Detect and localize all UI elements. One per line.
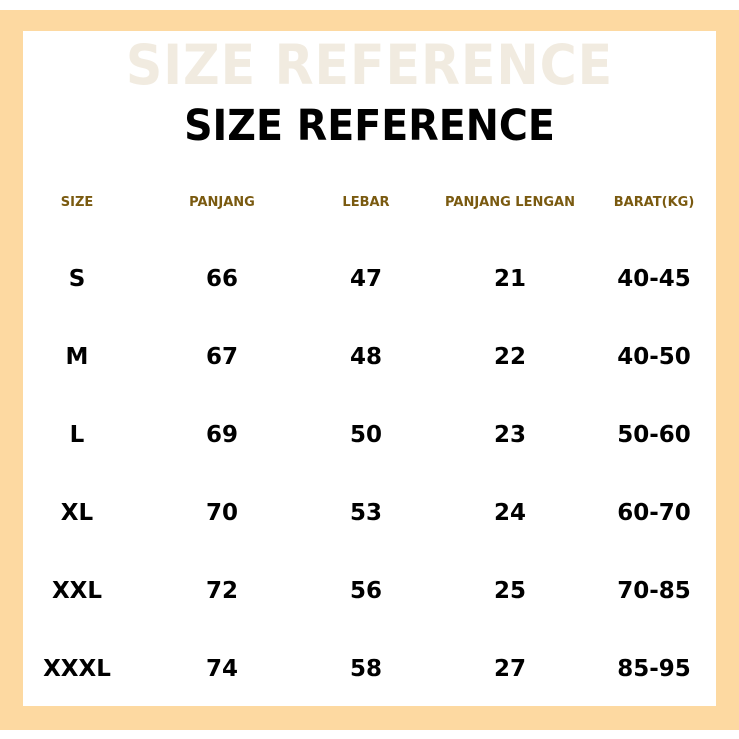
table-cell: 70-85 <box>617 578 691 604</box>
column-header: LEBAR <box>342 195 390 210</box>
table-cell: 58 <box>349 656 383 682</box>
table-cell: XXXL <box>43 656 111 682</box>
content-panel <box>23 31 716 706</box>
table-cell: L <box>69 422 85 448</box>
table-cell: 53 <box>349 500 383 526</box>
table-cell: 69 <box>205 422 239 448</box>
table-cell: XL <box>60 500 94 526</box>
table-cell: 23 <box>493 422 527 448</box>
table-cell: 50-60 <box>617 422 691 448</box>
table-cell: 70 <box>205 500 239 526</box>
table-cell: 21 <box>493 266 527 292</box>
column-header: BARAT(KG) <box>613 195 695 210</box>
table-cell: 24 <box>493 500 527 526</box>
table-cell: 56 <box>349 578 383 604</box>
table-cell: 47 <box>349 266 383 292</box>
table-cell: 74 <box>205 656 239 682</box>
table-cell: M <box>65 344 89 370</box>
table-cell: 27 <box>493 656 527 682</box>
orange-frame <box>0 10 739 730</box>
table-cell: S <box>68 266 86 292</box>
table-cell: 60-70 <box>617 500 691 526</box>
table-cell: 25 <box>493 578 527 604</box>
table-cell: 50 <box>349 422 383 448</box>
table-cell: 67 <box>205 344 239 370</box>
table-cell: XXL <box>51 578 103 604</box>
column-header: PANJANG <box>189 195 255 210</box>
table-cell: 85-95 <box>617 656 691 682</box>
table-cell: 66 <box>205 266 239 292</box>
column-header: SIZE <box>60 195 94 210</box>
table-cell: 40-45 <box>617 266 691 292</box>
column-header: PANJANG LENGAN <box>445 195 575 210</box>
table-cell: 22 <box>493 344 527 370</box>
table-cell: 40-50 <box>617 344 691 370</box>
table-cell: 72 <box>205 578 239 604</box>
page-title: SIZE REFERENCE <box>184 101 555 151</box>
table-cell: 48 <box>349 344 383 370</box>
title-watermark: SIZE REFERENCE <box>125 33 614 97</box>
